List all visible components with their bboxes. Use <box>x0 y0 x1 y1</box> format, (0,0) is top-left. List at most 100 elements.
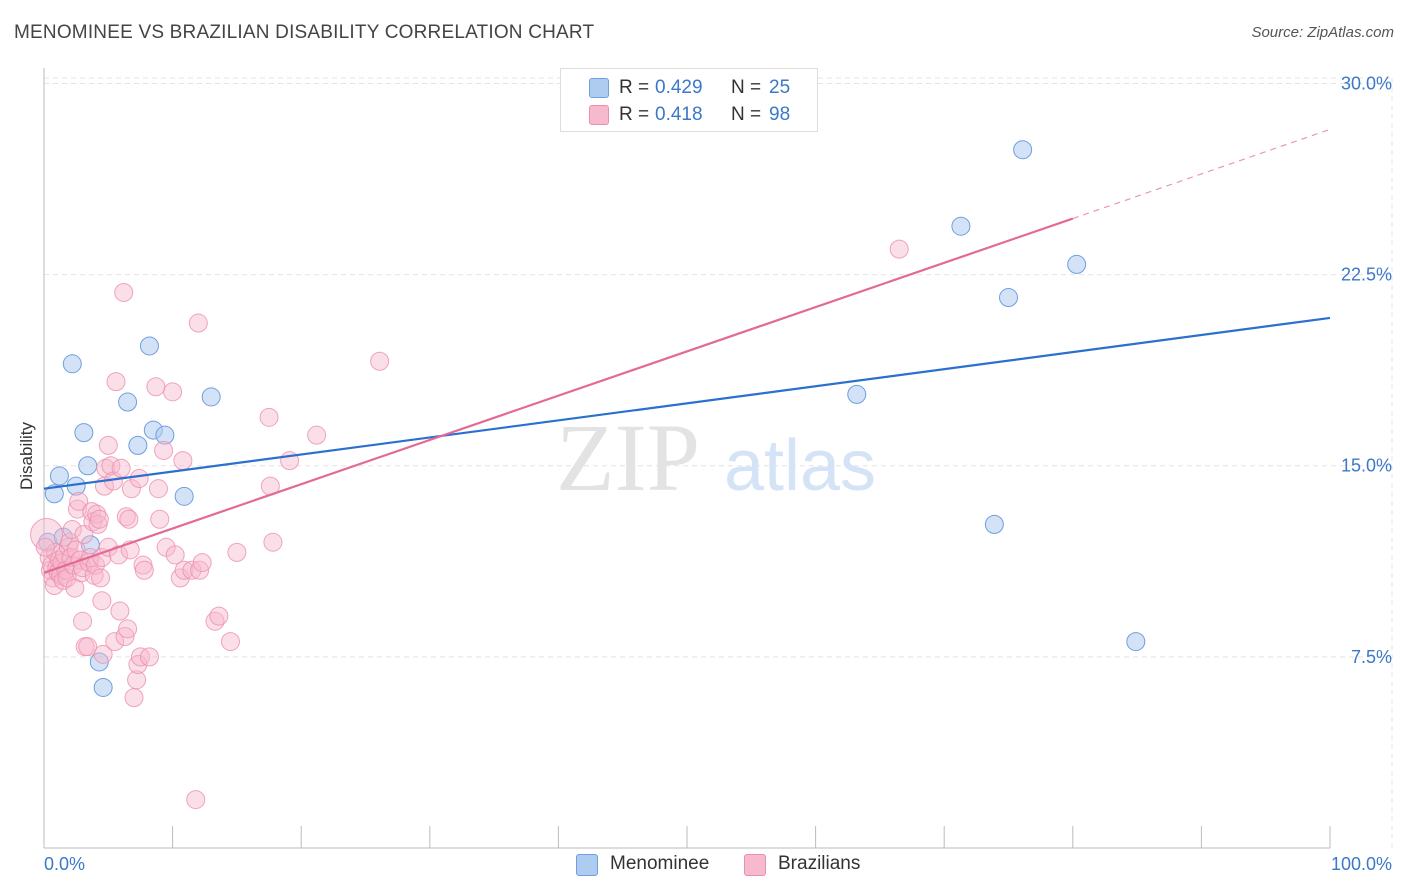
legend-n-value: 25 <box>769 77 791 98</box>
brazilian-point <box>205 611 225 631</box>
menominee-point <box>155 425 175 445</box>
brazilian-point <box>62 519 82 539</box>
brazilian-point <box>82 502 102 522</box>
menominee-point <box>78 456 98 476</box>
legend-n-label: N = <box>731 104 762 125</box>
brazilian-point <box>114 282 134 302</box>
brazilian-trend-line <box>43 217 1074 574</box>
brazilian-point <box>127 670 147 690</box>
brazilian-point <box>110 601 130 621</box>
menominee-point <box>93 677 113 697</box>
brazilian-point <box>124 688 144 708</box>
menominee-point <box>128 435 148 455</box>
gridlines <box>44 77 1393 848</box>
bottom-legend-label: Brazilians <box>778 853 861 874</box>
brazilian-point <box>174 560 194 580</box>
brazilian-point <box>69 491 89 511</box>
menominee-point <box>201 387 221 407</box>
menominee-point <box>1067 254 1087 274</box>
brazilian-point <box>106 372 126 392</box>
brazilian-point <box>134 560 154 580</box>
menominee-point <box>118 392 138 412</box>
brazilian-point <box>92 547 112 567</box>
brazilian-point <box>148 479 168 499</box>
brazilian-point <box>115 626 135 646</box>
y-tick-label: 30.0% <box>1341 73 1392 93</box>
y-tick-label: 7.5% <box>1351 647 1392 667</box>
brazilian-point <box>150 509 170 529</box>
legend-r-label: R = <box>619 104 650 125</box>
brazilian-point <box>73 611 93 631</box>
brazilian-trend-extension <box>1072 128 1331 220</box>
y-axis-label: Disability <box>17 421 36 490</box>
y-tick-label: 22.5% <box>1341 265 1392 285</box>
menominee-point <box>174 486 194 506</box>
menominee-point <box>847 384 867 404</box>
menominee-trend-line <box>43 316 1331 490</box>
menominee-point <box>984 514 1004 534</box>
brazilian-point <box>192 553 212 573</box>
brazilian-point <box>209 606 229 626</box>
menominee-point <box>999 288 1018 308</box>
brazilian-swatch <box>589 105 609 125</box>
brazilian-point <box>370 351 390 371</box>
legend-r-label: R = <box>619 77 650 98</box>
brazilian-point <box>67 499 87 519</box>
brazilian-point <box>163 382 183 402</box>
legend-n-value: 98 <box>769 104 791 125</box>
chart-title: MENOMINEE VS BRAZILIAN DISABILITY CORREL… <box>14 22 595 43</box>
menominee-point <box>74 423 94 443</box>
brazilian-point <box>146 377 166 397</box>
brazilian-point <box>182 560 202 580</box>
menominee-point <box>951 216 971 236</box>
brazilian-point <box>91 568 111 588</box>
watermark-zip: ZIP <box>556 404 700 511</box>
axes <box>43 68 1331 849</box>
menominee-points <box>38 140 1146 697</box>
brazilian-points <box>30 239 909 810</box>
menominee-swatch <box>589 78 609 98</box>
brazilian-point <box>118 619 138 639</box>
brazilian-point <box>93 644 113 664</box>
brazilian-point <box>139 647 159 667</box>
brazilian-point <box>111 458 131 478</box>
brazilian-point <box>220 632 240 652</box>
brazilian-point <box>190 560 210 580</box>
brazilian-point <box>116 507 136 527</box>
brazilian-swatch <box>744 854 766 876</box>
stats-legend: R = 0.429 N = 25 R = 0.418 N = 98 <box>560 68 818 132</box>
menominee-point <box>49 466 69 486</box>
brazilian-point <box>78 637 98 657</box>
brazilian-point <box>227 542 247 562</box>
brazilian-point <box>307 425 327 445</box>
brazilian-point <box>188 313 208 333</box>
menominee-point <box>139 336 159 356</box>
brazilian-point <box>92 591 112 611</box>
brazilian-point <box>259 407 279 427</box>
brazilian-point <box>35 537 55 557</box>
menominee-swatch <box>576 854 598 876</box>
brazilian-point <box>154 440 174 460</box>
brazilian-point <box>98 435 118 455</box>
brazilian-point <box>889 239 909 259</box>
x-tick-label: 0.0% <box>44 854 85 874</box>
brazilian-point <box>186 790 206 810</box>
menominee-point <box>1013 140 1033 160</box>
trend-lines <box>43 128 1331 574</box>
brazilian-point <box>105 632 125 652</box>
bottom-legend-label: Menominee <box>610 853 710 874</box>
brazilian-point <box>263 532 283 552</box>
y-tick-label: 15.0% <box>1341 456 1392 476</box>
brazilian-point <box>173 451 193 471</box>
brazilian-point <box>119 509 139 529</box>
legend-r-value: 0.418 <box>655 104 703 125</box>
tick-labels: 7.5% 15.0% 22.5% 30.0% 0.0% 100.0% <box>44 73 1392 874</box>
brazilian-point <box>129 468 149 488</box>
brazilian-point <box>89 509 109 529</box>
menominee-point <box>1126 632 1146 652</box>
brazilian-point <box>165 545 185 565</box>
menominee-point <box>62 354 82 374</box>
brazilian-point <box>128 655 148 675</box>
brazilian-point <box>87 504 107 524</box>
